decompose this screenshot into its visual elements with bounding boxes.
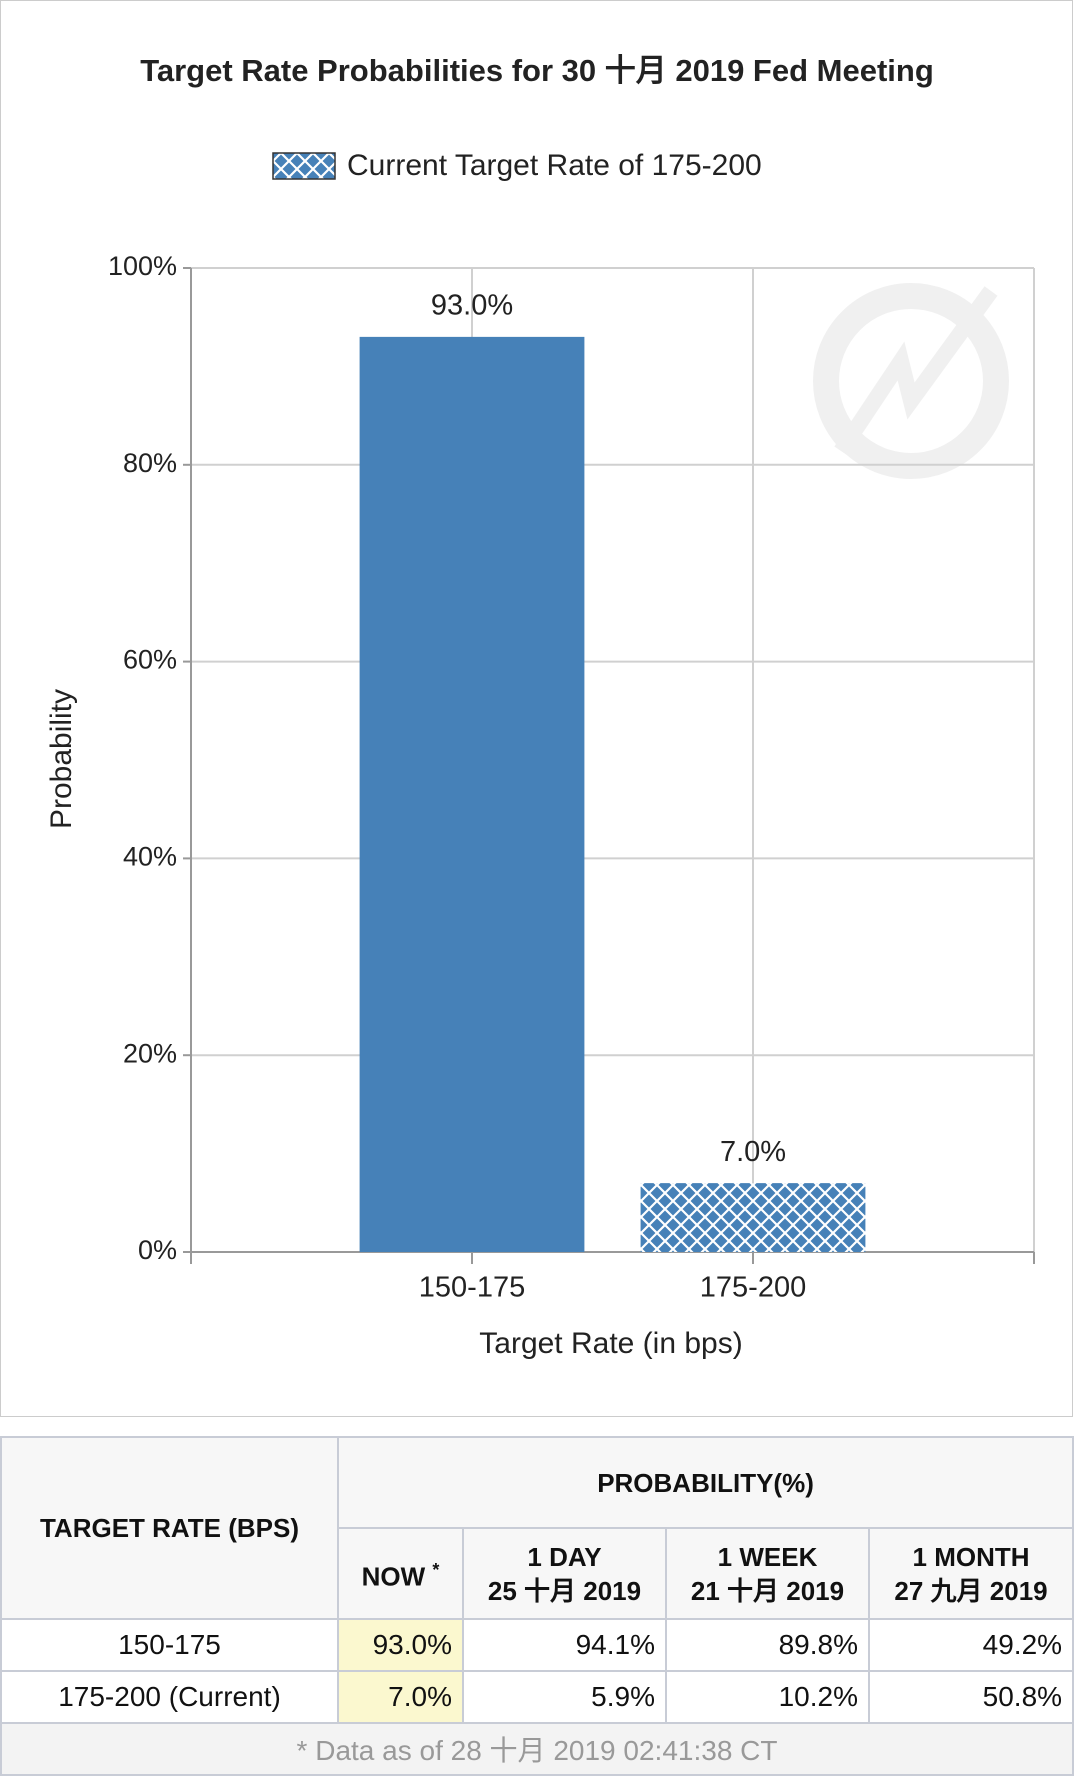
probability-cell: 7.0% xyxy=(337,1670,464,1724)
x-axis-title: Target Rate (in bps) xyxy=(479,1327,742,1360)
legend-label: Current Target Rate of 175-200 xyxy=(347,149,762,182)
header-now: NOW * xyxy=(337,1527,464,1620)
bar xyxy=(640,1183,866,1252)
y-tick-label: 100% xyxy=(108,251,177,281)
header-note: * xyxy=(432,1560,440,1581)
bar xyxy=(359,336,585,1252)
header-col: 1 DAY 25 十月 2019 xyxy=(462,1527,667,1620)
probability-cell: 94.1% xyxy=(462,1618,667,1672)
y-tick-label: 80% xyxy=(123,448,177,478)
value-label: 7.0% xyxy=(720,1136,786,1168)
header-date: 27 九月 2019 xyxy=(894,1575,1048,1606)
chart-panel: Target Rate Probabilities for 30 十月 2019… xyxy=(0,0,1073,1417)
header-col: 1 WEEK 21 十月 2019 xyxy=(665,1527,870,1620)
y-tick-label: 20% xyxy=(123,1038,177,1068)
probability-cell: 93.0% xyxy=(337,1618,464,1672)
y-tick-label: 0% xyxy=(138,1235,177,1265)
x-tick-label: 175-200 xyxy=(700,1272,806,1304)
header-col: 1 MONTH 27 九月 2019 xyxy=(867,1527,1075,1620)
header-date: 25 十月 2019 xyxy=(487,1575,642,1606)
rate-cell: 175-200 (Current) xyxy=(0,1670,339,1724)
chart: Target Rate Probabilities for 30 十月 2019… xyxy=(45,53,1035,1360)
chart-title: Target Rate Probabilities for 30 十月 2019… xyxy=(140,53,934,88)
header-rate: TARGET RATE (BPS) xyxy=(0,1436,339,1620)
probability-cell: 5.9% xyxy=(462,1670,667,1724)
header-label: NOW xyxy=(361,1561,426,1592)
probability-cell: 89.8% xyxy=(665,1618,870,1672)
rate-cell: 150-175 xyxy=(0,1618,339,1672)
probability-table: TARGET RATE (BPS) PROBABILITY(%) NOW * 1… xyxy=(0,1436,1075,1776)
legend-swatch xyxy=(272,152,336,180)
header-label: 1 DAY xyxy=(527,1541,602,1572)
y-tick-label: 40% xyxy=(123,842,177,872)
value-label: 93.0% xyxy=(431,290,513,322)
watermark xyxy=(813,283,1009,479)
table-row: 150-175 93.0% 94.1% 89.8% 49.2% xyxy=(0,1618,1075,1672)
table-row: 175-200 (Current) 7.0% 5.9% 10.2% 50.8% xyxy=(0,1670,1075,1724)
footnote: * Data as of 28 十月 2019 02:41:38 CT xyxy=(0,1722,1075,1776)
table-body: 150-175 93.0% 94.1% 89.8% 49.2% 175-200 (Curr… xyxy=(0,1618,1075,1724)
header-probability: PROBABILITY(%) xyxy=(336,1436,1075,1529)
y-axis-title: Probability xyxy=(45,689,78,829)
header-label: 1 MONTH xyxy=(912,1541,1030,1572)
probability-cell: 49.2% xyxy=(867,1618,1075,1672)
header-label: 1 WEEK xyxy=(717,1541,818,1572)
header-date: 21 十月 2019 xyxy=(690,1575,845,1606)
probability-cell: 50.8% xyxy=(867,1670,1075,1724)
x-tick-label: 150-175 xyxy=(419,1272,525,1304)
probability-cell: 10.2% xyxy=(665,1670,870,1724)
y-tick-label: 60% xyxy=(123,645,177,675)
